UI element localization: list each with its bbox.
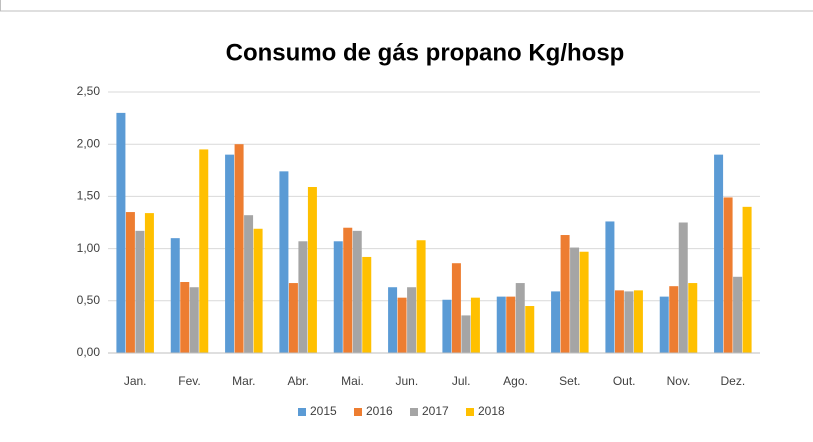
legend-label: 2017 (422, 404, 449, 418)
bar (551, 291, 561, 353)
x-tick-label: Jan. (124, 374, 147, 388)
legend-swatch (298, 408, 306, 416)
x-tick-label: Fev. (178, 374, 200, 388)
legend-swatch (410, 408, 418, 416)
bar (669, 286, 679, 353)
bar (506, 296, 516, 353)
bar (407, 287, 417, 353)
bar (343, 227, 353, 353)
x-tick-label: Mai. (341, 374, 364, 388)
bar (723, 197, 733, 353)
bar (733, 276, 743, 353)
bar (614, 290, 624, 353)
bar (144, 213, 154, 353)
y-tick-label: 0,00 (77, 345, 101, 359)
x-tick-label: Mar. (232, 374, 255, 388)
bar (225, 154, 235, 353)
chart-title: Consumo de gás propano Kg/hosp (226, 39, 625, 66)
legend-label: 2018 (478, 404, 505, 418)
bar (288, 283, 298, 353)
bar (624, 291, 634, 353)
bar (116, 112, 126, 353)
y-tick-label: 2,00 (77, 136, 101, 150)
bar (298, 241, 308, 353)
bar (170, 238, 180, 353)
bar (189, 287, 199, 353)
bar (416, 240, 426, 353)
bar (125, 212, 135, 353)
bar (560, 235, 570, 353)
x-tick-label: Nov. (667, 374, 691, 388)
bar (234, 144, 244, 353)
bar (362, 256, 372, 353)
bar (135, 230, 145, 353)
x-tick-label: Out. (613, 374, 636, 388)
bar (525, 306, 535, 353)
bar (352, 230, 362, 353)
bar (633, 290, 643, 353)
bar (570, 247, 580, 353)
bar (742, 206, 752, 353)
legend-swatch (466, 408, 474, 416)
x-tick-label: Set. (559, 374, 580, 388)
bar (470, 297, 480, 353)
bar (515, 283, 525, 353)
bar (333, 241, 343, 353)
bar (714, 154, 724, 353)
x-tick-label: Dez. (720, 374, 745, 388)
bar (397, 297, 407, 353)
bar (461, 315, 471, 353)
y-tick-label: 2,50 (77, 84, 101, 98)
bar (388, 287, 398, 353)
bar (496, 296, 506, 353)
legend-label: 2016 (366, 404, 393, 418)
bar (307, 187, 317, 353)
y-tick-label: 1,50 (77, 189, 101, 203)
x-tick-label: Abr. (287, 374, 308, 388)
bar (659, 296, 669, 353)
bar (279, 171, 289, 353)
bar (678, 222, 688, 353)
y-tick-label: 1,00 (77, 241, 101, 255)
bar (199, 149, 209, 353)
bar (579, 251, 589, 353)
bar (442, 299, 452, 353)
bar (180, 282, 190, 353)
bar (253, 228, 263, 353)
bar (688, 283, 698, 353)
legend-label: 2015 (310, 404, 337, 418)
x-tick-label: Jul. (452, 374, 471, 388)
x-tick-label: Jun. (395, 374, 418, 388)
bar (244, 215, 254, 353)
y-tick-label: 0,50 (77, 293, 101, 307)
x-tick-label: Ago. (503, 374, 528, 388)
legend-swatch (354, 408, 362, 416)
bar (451, 263, 461, 353)
bar (605, 221, 615, 353)
